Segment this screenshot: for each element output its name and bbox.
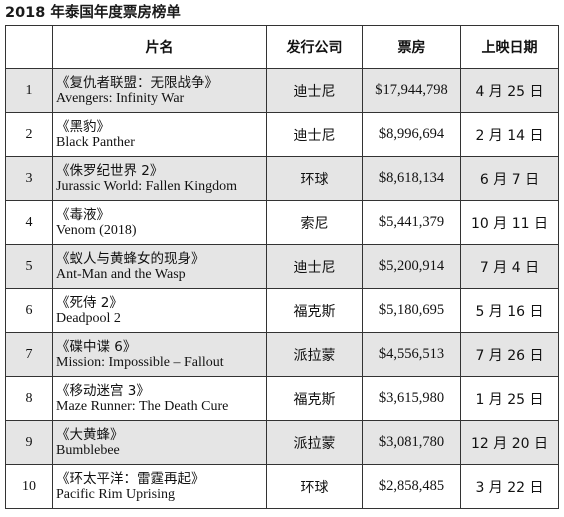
distributor-cell: 派拉蒙: [266, 420, 363, 465]
title-chinese: 《蚁人与黄蜂女的现身》: [56, 250, 205, 267]
title-cell: 《侏罗纪世界 2》 Jurassic World: Fallen Kingdom: [52, 156, 267, 201]
title-cell: 《死侍 2》 Deadpool 2: [52, 288, 267, 333]
rank-cell: 2: [5, 112, 53, 157]
title-english: Deadpool 2: [56, 310, 121, 326]
table-header-row: 片名 发行公司 票房 上映日期: [5, 25, 559, 69]
title-cell: 《蚁人与黄蜂女的现身》 Ant-Man and the Wasp: [52, 244, 267, 289]
table-row: 8 《移动迷宫 3》 Maze Runner: The Death Cure 福…: [5, 376, 559, 421]
release-date-cell: 3 月 22 日: [460, 464, 559, 509]
title-english: Venom (2018): [56, 222, 137, 238]
gross-cell: $2,858,485: [362, 464, 461, 509]
title-english: Bumblebee: [56, 442, 120, 458]
title-chinese: 《毒液》: [56, 206, 110, 223]
gross-cell: $3,615,980: [362, 376, 461, 421]
rank-cell: 10: [5, 464, 53, 509]
title-cell: 《移动迷宫 3》 Maze Runner: The Death Cure: [52, 376, 267, 421]
distributor-cell: 迪士尼: [266, 244, 363, 289]
header-gross: 票房: [362, 25, 461, 69]
distributor-cell: 福克斯: [266, 376, 363, 421]
table-row: 10 《环太平洋：雷霆再起》 Pacific Rim Uprising 环球 $…: [5, 464, 559, 509]
distributor-cell: 迪士尼: [266, 112, 363, 157]
title-english: Black Panther: [56, 134, 135, 150]
table-row: 5 《蚁人与黄蜂女的现身》 Ant-Man and the Wasp 迪士尼 $…: [5, 244, 559, 289]
release-date-cell: 7 月 4 日: [460, 244, 559, 289]
title-chinese: 《碟中谍 6》: [56, 338, 137, 355]
distributor-cell: 福克斯: [266, 288, 363, 333]
table-row: 7 《碟中谍 6》 Mission: Impossible – Fallout …: [5, 332, 559, 377]
rank-cell: 5: [5, 244, 53, 289]
distributor-cell: 环球: [266, 464, 363, 509]
rank-cell: 1: [5, 68, 53, 113]
gross-cell: $8,996,694: [362, 112, 461, 157]
rank-cell: 3: [5, 156, 53, 201]
distributor-cell: 索尼: [266, 200, 363, 245]
title-chinese: 《侏罗纪世界 2》: [56, 162, 164, 179]
distributor-cell: 环球: [266, 156, 363, 201]
rank-cell: 9: [5, 420, 53, 465]
box-office-table: 片名 发行公司 票房 上映日期 1 《复仇者联盟：无限战争》 Avengers:…: [5, 25, 559, 509]
gross-cell: $5,200,914: [362, 244, 461, 289]
header-release-date: 上映日期: [460, 25, 559, 69]
page-title: 2018 年泰国年度票房榜单: [5, 5, 181, 21]
title-english: Avengers: Infinity War: [56, 90, 185, 106]
release-date-cell: 5 月 16 日: [460, 288, 559, 333]
title-english: Pacific Rim Uprising: [56, 486, 175, 502]
table-row: 4 《毒液》 Venom (2018) 索尼 $5,441,379 10 月 1…: [5, 200, 559, 245]
gross-cell: $4,556,513: [362, 332, 461, 377]
title-chinese: 《黑豹》: [56, 118, 110, 135]
gross-cell: $8,618,134: [362, 156, 461, 201]
gross-cell: $17,944,798: [362, 68, 461, 113]
title-english: Ant-Man and the Wasp: [56, 266, 186, 282]
title-chinese: 《死侍 2》: [56, 294, 123, 311]
title-chinese: 《复仇者联盟：无限战争》: [56, 74, 218, 91]
title-cell: 《毒液》 Venom (2018): [52, 200, 267, 245]
release-date-cell: 2 月 14 日: [460, 112, 559, 157]
release-date-cell: 7 月 26 日: [460, 332, 559, 377]
title-chinese: 《移动迷宫 3》: [56, 382, 150, 399]
title-chinese: 《环太平洋：雷霆再起》: [56, 470, 205, 487]
table-row: 3 《侏罗纪世界 2》 Jurassic World: Fallen Kingd…: [5, 156, 559, 201]
distributor-cell: 迪士尼: [266, 68, 363, 113]
release-date-cell: 1 月 25 日: [460, 376, 559, 421]
release-date-cell: 12 月 20 日: [460, 420, 559, 465]
table-row: 9 《大黄蜂》 Bumblebee 派拉蒙 $3,081,780 12 月 20…: [5, 420, 559, 465]
title-english: Jurassic World: Fallen Kingdom: [56, 178, 237, 194]
release-date-cell: 10 月 11 日: [460, 200, 559, 245]
header-rank: [5, 25, 53, 69]
rank-cell: 8: [5, 376, 53, 421]
gross-cell: $3,081,780: [362, 420, 461, 465]
table-row: 1 《复仇者联盟：无限战争》 Avengers: Infinity War 迪士…: [5, 68, 559, 113]
title-cell: 《黑豹》 Black Panther: [52, 112, 267, 157]
title-cell: 《复仇者联盟：无限战争》 Avengers: Infinity War: [52, 68, 267, 113]
title-chinese: 《大黄蜂》: [56, 426, 124, 443]
rank-cell: 7: [5, 332, 53, 377]
release-date-cell: 4 月 25 日: [460, 68, 559, 113]
table-row: 6 《死侍 2》 Deadpool 2 福克斯 $5,180,695 5 月 1…: [5, 288, 559, 333]
release-date-cell: 6 月 7 日: [460, 156, 559, 201]
header-title: 片名: [52, 25, 267, 69]
distributor-cell: 派拉蒙: [266, 332, 363, 377]
title-cell: 《环太平洋：雷霆再起》 Pacific Rim Uprising: [52, 464, 267, 509]
title-cell: 《大黄蜂》 Bumblebee: [52, 420, 267, 465]
gross-cell: $5,441,379: [362, 200, 461, 245]
gross-cell: $5,180,695: [362, 288, 461, 333]
rank-cell: 6: [5, 288, 53, 333]
title-cell: 《碟中谍 6》 Mission: Impossible – Fallout: [52, 332, 267, 377]
title-english: Mission: Impossible – Fallout: [56, 354, 224, 370]
rank-cell: 4: [5, 200, 53, 245]
title-english: Maze Runner: The Death Cure: [56, 398, 229, 414]
table-row: 2 《黑豹》 Black Panther 迪士尼 $8,996,694 2 月 …: [5, 112, 559, 157]
header-distributor: 发行公司: [266, 25, 363, 69]
